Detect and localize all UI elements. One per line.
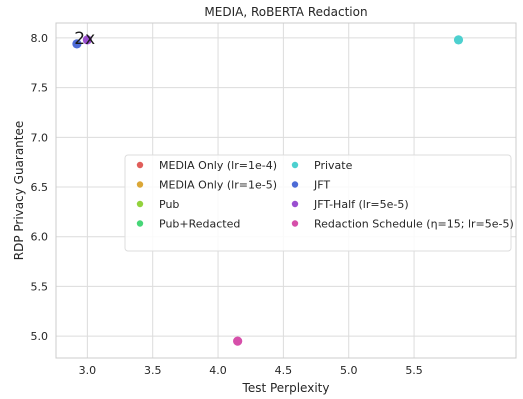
data-point	[453, 35, 464, 45]
legend-marker	[136, 200, 144, 208]
legend-box	[124, 154, 512, 252]
legend-marker	[291, 200, 299, 208]
legend-marker	[291, 220, 299, 227]
x-tick-label: 4.0	[209, 364, 227, 377]
legend-label: Redaction Schedule (η=15; lr=5e-5)	[314, 218, 514, 231]
y-tick-label: 5.5	[31, 280, 49, 293]
chart-title: MEDIA, RoBERTA Redaction	[204, 5, 367, 19]
x-tick-label: 3.5	[144, 364, 162, 377]
y-tick-label: 6.0	[31, 231, 49, 244]
x-tick-label: 5.0	[340, 364, 358, 377]
legend-label: Pub	[159, 198, 179, 211]
y-tick-label: 8.0	[31, 32, 49, 45]
legend-label: JFT-Half (lr=5e-5)	[313, 198, 409, 211]
data-point	[72, 39, 82, 49]
x-tick-label: 4.5	[275, 364, 293, 377]
y-tick-label: 7.5	[31, 82, 49, 95]
legend-marker	[136, 181, 144, 188]
legend-label: Private	[314, 159, 353, 172]
y-tick-label: 5.0	[31, 330, 49, 343]
y-tick-label: 6.5	[31, 181, 49, 194]
legend-label: MEDIA Only (lr=1e-5)	[159, 179, 277, 192]
legend-marker	[291, 181, 299, 188]
legend-marker	[136, 161, 144, 169]
x-tick-labels: 3.0 3.5 4.0 4.5 5.0 5.5	[79, 364, 423, 377]
y-tick-labels: 5.0 5.5 6.0 6.5 7.0 7.5 8.0	[31, 32, 49, 343]
y-axis-label: RDP Privacy Guarantee	[12, 121, 26, 261]
legend-label: JFT	[313, 179, 330, 192]
annotations: 2x	[74, 29, 95, 49]
x-axis-label: Test Perplexity	[242, 381, 330, 395]
legend-marker	[136, 220, 144, 227]
x-tick-label: 3.0	[79, 364, 97, 377]
y-tick-label: 7.0	[31, 131, 49, 144]
plot-frame	[55, 22, 517, 359]
legend-label: Pub+Redacted	[159, 218, 240, 231]
legend: MEDIA Only (lr=1e-4) MEDIA Only (lr=1e-5)…	[124, 154, 514, 252]
x-tick-label: 5.5	[405, 364, 423, 377]
data-point	[82, 35, 92, 45]
legend-label: MEDIA Only (lr=1e-4)	[159, 159, 277, 172]
annotation-text: 2x	[74, 29, 95, 49]
data-points	[72, 35, 464, 346]
data-point	[233, 336, 243, 346]
legend-marker	[291, 161, 299, 169]
